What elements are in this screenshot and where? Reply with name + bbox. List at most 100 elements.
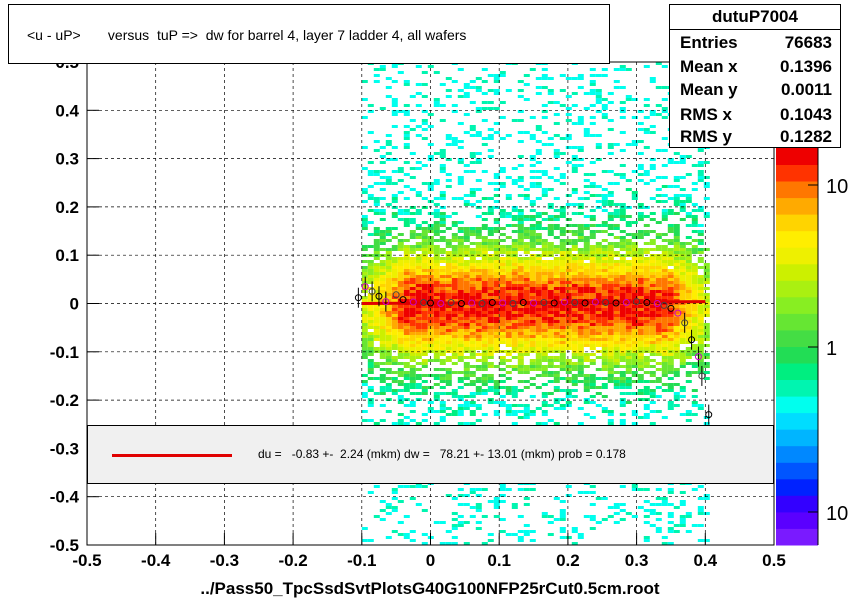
heatmap-cell xyxy=(685,215,692,218)
heatmap-cell xyxy=(703,326,710,329)
heatmap-cell xyxy=(547,311,554,314)
heatmap-cell xyxy=(385,320,392,323)
heatmap-cell xyxy=(481,248,488,251)
heatmap-cell xyxy=(541,131,548,134)
heatmap-cell xyxy=(619,332,626,335)
heatmap-cell xyxy=(553,311,560,314)
heatmap-cell xyxy=(427,359,434,362)
heatmap-cell xyxy=(655,518,662,521)
heatmap-cell xyxy=(529,260,536,263)
heatmap-cell xyxy=(703,272,710,275)
heatmap-cell xyxy=(457,158,464,161)
heatmap-cell xyxy=(439,281,446,284)
heatmap-cell xyxy=(673,152,680,155)
heatmap-cell xyxy=(517,119,524,122)
heatmap-cell xyxy=(625,287,632,290)
heatmap-cell xyxy=(493,122,500,125)
heatmap-cell xyxy=(529,209,536,212)
heatmap-cell xyxy=(649,197,656,200)
heatmap-cell xyxy=(541,401,548,404)
heatmap-cell xyxy=(433,239,440,242)
heatmap-cell xyxy=(643,386,650,389)
heatmap-cell xyxy=(691,251,698,254)
heatmap-cell xyxy=(409,269,416,272)
heatmap-cell xyxy=(445,89,452,92)
heatmap-cell xyxy=(649,395,656,398)
heatmap-cell xyxy=(649,353,656,356)
heatmap-cell xyxy=(667,401,674,404)
heatmap-cell xyxy=(547,347,554,350)
heatmap-cell xyxy=(493,317,500,320)
heatmap-cell xyxy=(691,290,698,293)
heatmap-cell xyxy=(679,284,686,287)
heatmap-cell xyxy=(517,326,524,329)
heatmap-cell xyxy=(421,332,428,335)
heatmap-cell xyxy=(703,287,710,290)
heatmap-cell xyxy=(541,371,548,374)
heatmap-cell xyxy=(373,230,380,233)
heatmap-cell xyxy=(595,263,602,266)
heatmap-cell xyxy=(571,308,578,311)
y-tick-label: -0.1 xyxy=(50,343,79,362)
heatmap-cell xyxy=(469,191,476,194)
heatmap-cell xyxy=(499,332,506,335)
heatmap-cell xyxy=(649,131,656,134)
heatmap-cell xyxy=(379,500,386,503)
heatmap-cell xyxy=(649,371,656,374)
heatmap-cell xyxy=(607,251,614,254)
heatmap-cell xyxy=(607,203,614,206)
heatmap-cell xyxy=(673,329,680,332)
heatmap-cell xyxy=(493,266,500,269)
heatmap-cell xyxy=(691,218,698,221)
heatmap-cell xyxy=(373,80,380,83)
heatmap-cell xyxy=(475,284,482,287)
heatmap-cell xyxy=(487,257,494,260)
heatmap-cell xyxy=(439,287,446,290)
heatmap-cell xyxy=(685,269,692,272)
heatmap-cell xyxy=(469,320,476,323)
heatmap-cell xyxy=(619,272,626,275)
heatmap-cell xyxy=(481,515,488,518)
heatmap-cell xyxy=(607,233,614,236)
heatmap-cell xyxy=(517,131,524,134)
heatmap-cell xyxy=(613,338,620,341)
heatmap-cell xyxy=(607,281,614,284)
heatmap-cell xyxy=(409,152,416,155)
heatmap-cell xyxy=(505,257,512,260)
heatmap-cell xyxy=(517,416,524,419)
heatmap-cell xyxy=(547,515,554,518)
heatmap-cell xyxy=(625,320,632,323)
heatmap-cell xyxy=(559,284,566,287)
heatmap-cell xyxy=(421,272,428,275)
heatmap-cell xyxy=(427,281,434,284)
heatmap-cell xyxy=(547,176,554,179)
heatmap-cell xyxy=(475,152,482,155)
heatmap-cell xyxy=(367,398,374,401)
heatmap-cell xyxy=(397,266,404,269)
heatmap-cell xyxy=(445,356,452,359)
heatmap-cell xyxy=(547,323,554,326)
heatmap-cell xyxy=(607,377,614,380)
heatmap-cell xyxy=(415,353,422,356)
heatmap-cell xyxy=(403,173,410,176)
heatmap-cell xyxy=(619,377,626,380)
heatmap-cell xyxy=(559,104,566,107)
heatmap-cell xyxy=(403,335,410,338)
stats-rmsx-value: 0.1043 xyxy=(780,105,832,124)
heatmap-cell xyxy=(553,356,560,359)
heatmap-cell xyxy=(643,206,650,209)
heatmap-cell xyxy=(619,308,626,311)
heatmap-cell xyxy=(427,185,434,188)
heatmap-cell xyxy=(607,170,614,173)
heatmap-cell xyxy=(487,137,494,140)
x-tick-label: 0.4 xyxy=(693,551,717,570)
heatmap-cell xyxy=(481,281,488,284)
heatmap-cell xyxy=(661,371,668,374)
heatmap-cell xyxy=(439,194,446,197)
heatmap-cell xyxy=(613,224,620,227)
heatmap-cell xyxy=(403,260,410,263)
x-tick-label: -0.2 xyxy=(278,551,307,570)
profile-point xyxy=(540,299,548,307)
heatmap-cell xyxy=(499,167,506,170)
heatmap-cell xyxy=(475,296,482,299)
